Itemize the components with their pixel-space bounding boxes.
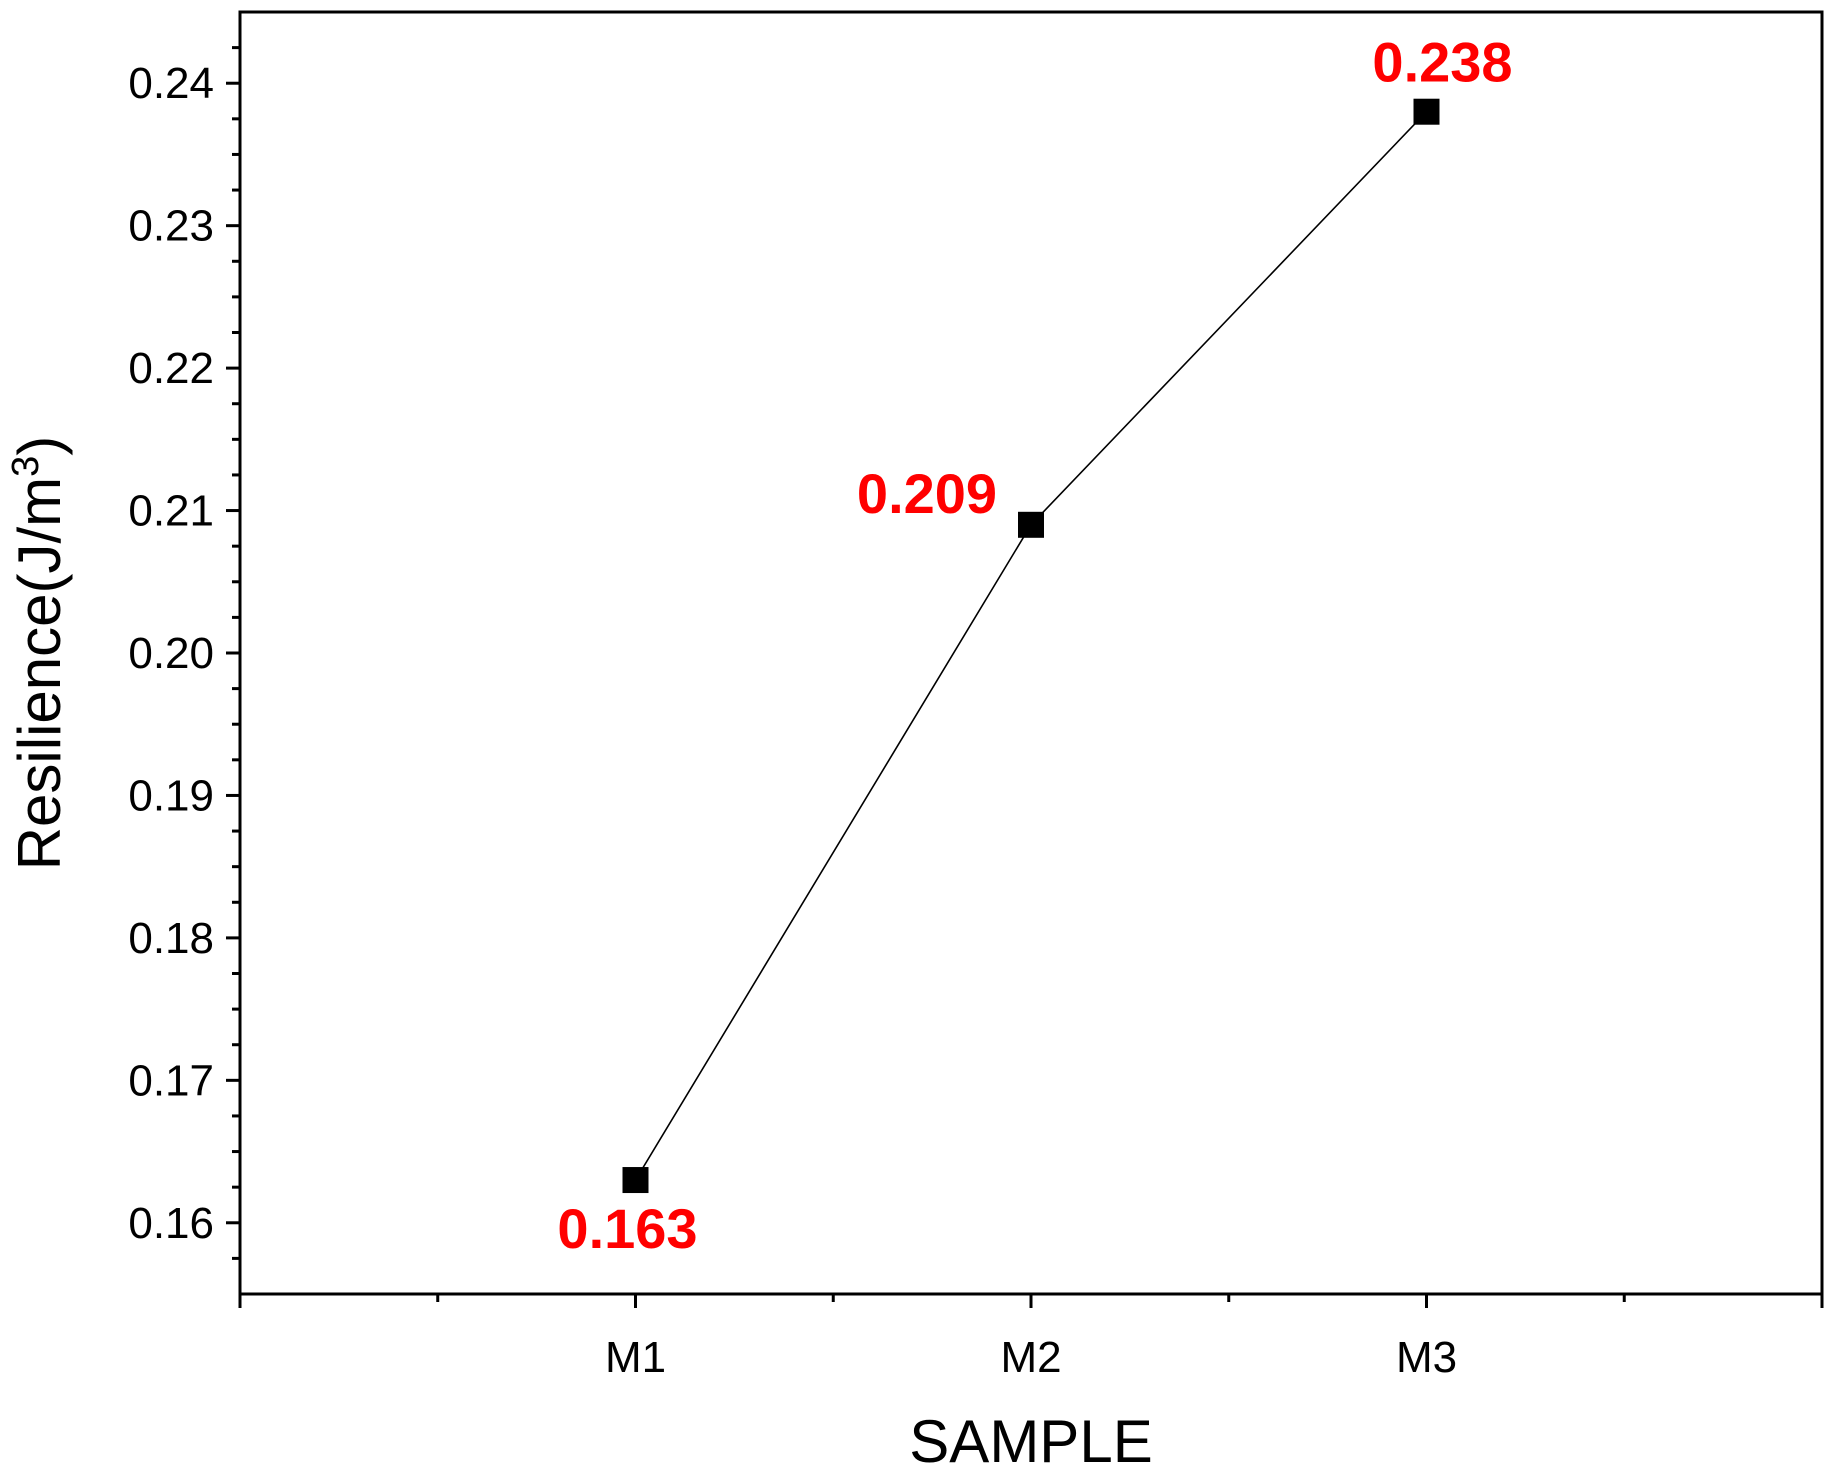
data-point-marker	[1018, 511, 1044, 538]
y-tick-label: 0.18	[128, 914, 214, 963]
plot-frame	[238, 10, 1824, 1296]
x-tick-label: M1	[605, 1333, 666, 1382]
data-label: 0.163	[557, 1197, 697, 1260]
x-axis: M1 M2 M3	[238, 1294, 1824, 1382]
y-tick-label: 0.21	[128, 487, 214, 536]
data-point-marker	[622, 1167, 649, 1194]
y-tick-label: 0.16	[128, 1199, 214, 1248]
y-tick-label: 0.23	[128, 202, 214, 251]
y-axis-title: Resilience(J/m3)	[5, 436, 73, 871]
data-label: 0.238	[1372, 31, 1512, 94]
data-labels: 0.163 0.209 0.238	[557, 31, 1512, 1260]
series-resilience	[622, 98, 1440, 1194]
data-point-marker	[1413, 98, 1440, 125]
y-tick-label: 0.20	[128, 629, 214, 678]
y-tick-label: 0.17	[128, 1056, 214, 1105]
y-tick-label: 0.22	[128, 344, 214, 393]
y-axis: 0.16 0.17 0.18 0.19 0.20 0.21 0.22 0.23 0.24	[128, 46, 240, 1260]
x-tick-label: M2	[1000, 1333, 1061, 1382]
y-tick-label: 0.24	[128, 59, 214, 108]
x-tick-label: M3	[1396, 1333, 1457, 1382]
data-label: 0.209	[857, 462, 997, 525]
series-line	[634, 111, 1428, 1181]
y-tick-label: 0.19	[128, 771, 214, 820]
x-axis-title: SAMPLE	[909, 1408, 1152, 1475]
